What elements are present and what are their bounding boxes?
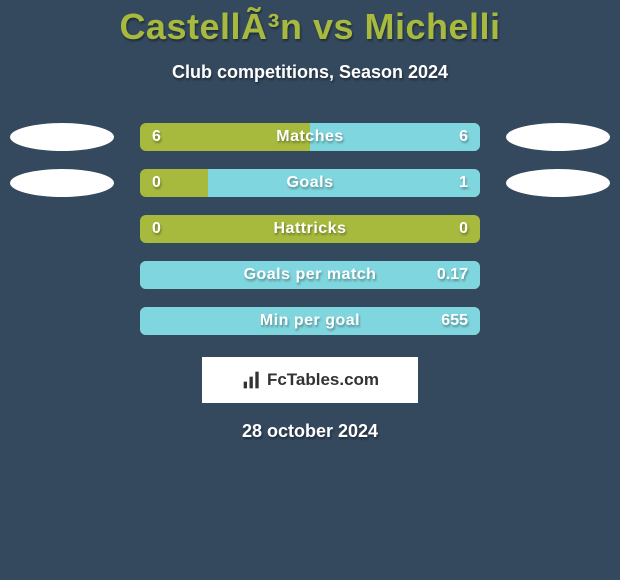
spacer: [506, 307, 610, 335]
stat-row: 0Goals1: [0, 169, 620, 197]
stat-row: Min per goal655: [0, 307, 620, 335]
player-right-bubble: [506, 169, 610, 197]
stat-row: Goals per match0.17: [0, 261, 620, 289]
stat-bar: 6Matches6: [140, 123, 480, 151]
stat-row: 0Hattricks0: [0, 215, 620, 243]
stat-label: Goals: [140, 169, 480, 197]
player-right-bubble: [506, 123, 610, 151]
stat-value-right: 6: [459, 123, 468, 151]
stat-label: Matches: [140, 123, 480, 151]
date: 28 october 2024: [242, 421, 378, 442]
stat-value-right: 1: [459, 169, 468, 197]
stat-bar: 0Goals1: [140, 169, 480, 197]
player-left-bubble: [10, 169, 114, 197]
spacer: [506, 215, 610, 243]
spacer: [10, 215, 114, 243]
bar-chart-icon: [241, 370, 263, 390]
spacer: [506, 261, 610, 289]
stat-label: Min per goal: [140, 307, 480, 335]
stat-bar: 0Hattricks0: [140, 215, 480, 243]
stat-value-right: 0.17: [437, 261, 468, 289]
spacer: [10, 307, 114, 335]
stat-bar: Min per goal655: [140, 307, 480, 335]
logo-text: FcTables.com: [267, 370, 379, 390]
stat-value-right: 0: [459, 215, 468, 243]
subtitle: Club competitions, Season 2024: [172, 62, 448, 83]
stat-label: Goals per match: [140, 261, 480, 289]
player-left-bubble: [10, 123, 114, 151]
stat-bar: Goals per match0.17: [140, 261, 480, 289]
comparison-card: CastellÃ³n vs Michelli Club competitions…: [0, 0, 620, 442]
spacer: [10, 261, 114, 289]
page-title: CastellÃ³n vs Michelli: [119, 6, 500, 48]
stat-label: Hattricks: [140, 215, 480, 243]
stat-row: 6Matches6: [0, 123, 620, 151]
stat-value-right: 655: [441, 307, 468, 335]
stats-block: 6Matches60Goals10Hattricks0Goals per mat…: [0, 123, 620, 335]
source-logo: FcTables.com: [202, 357, 418, 403]
